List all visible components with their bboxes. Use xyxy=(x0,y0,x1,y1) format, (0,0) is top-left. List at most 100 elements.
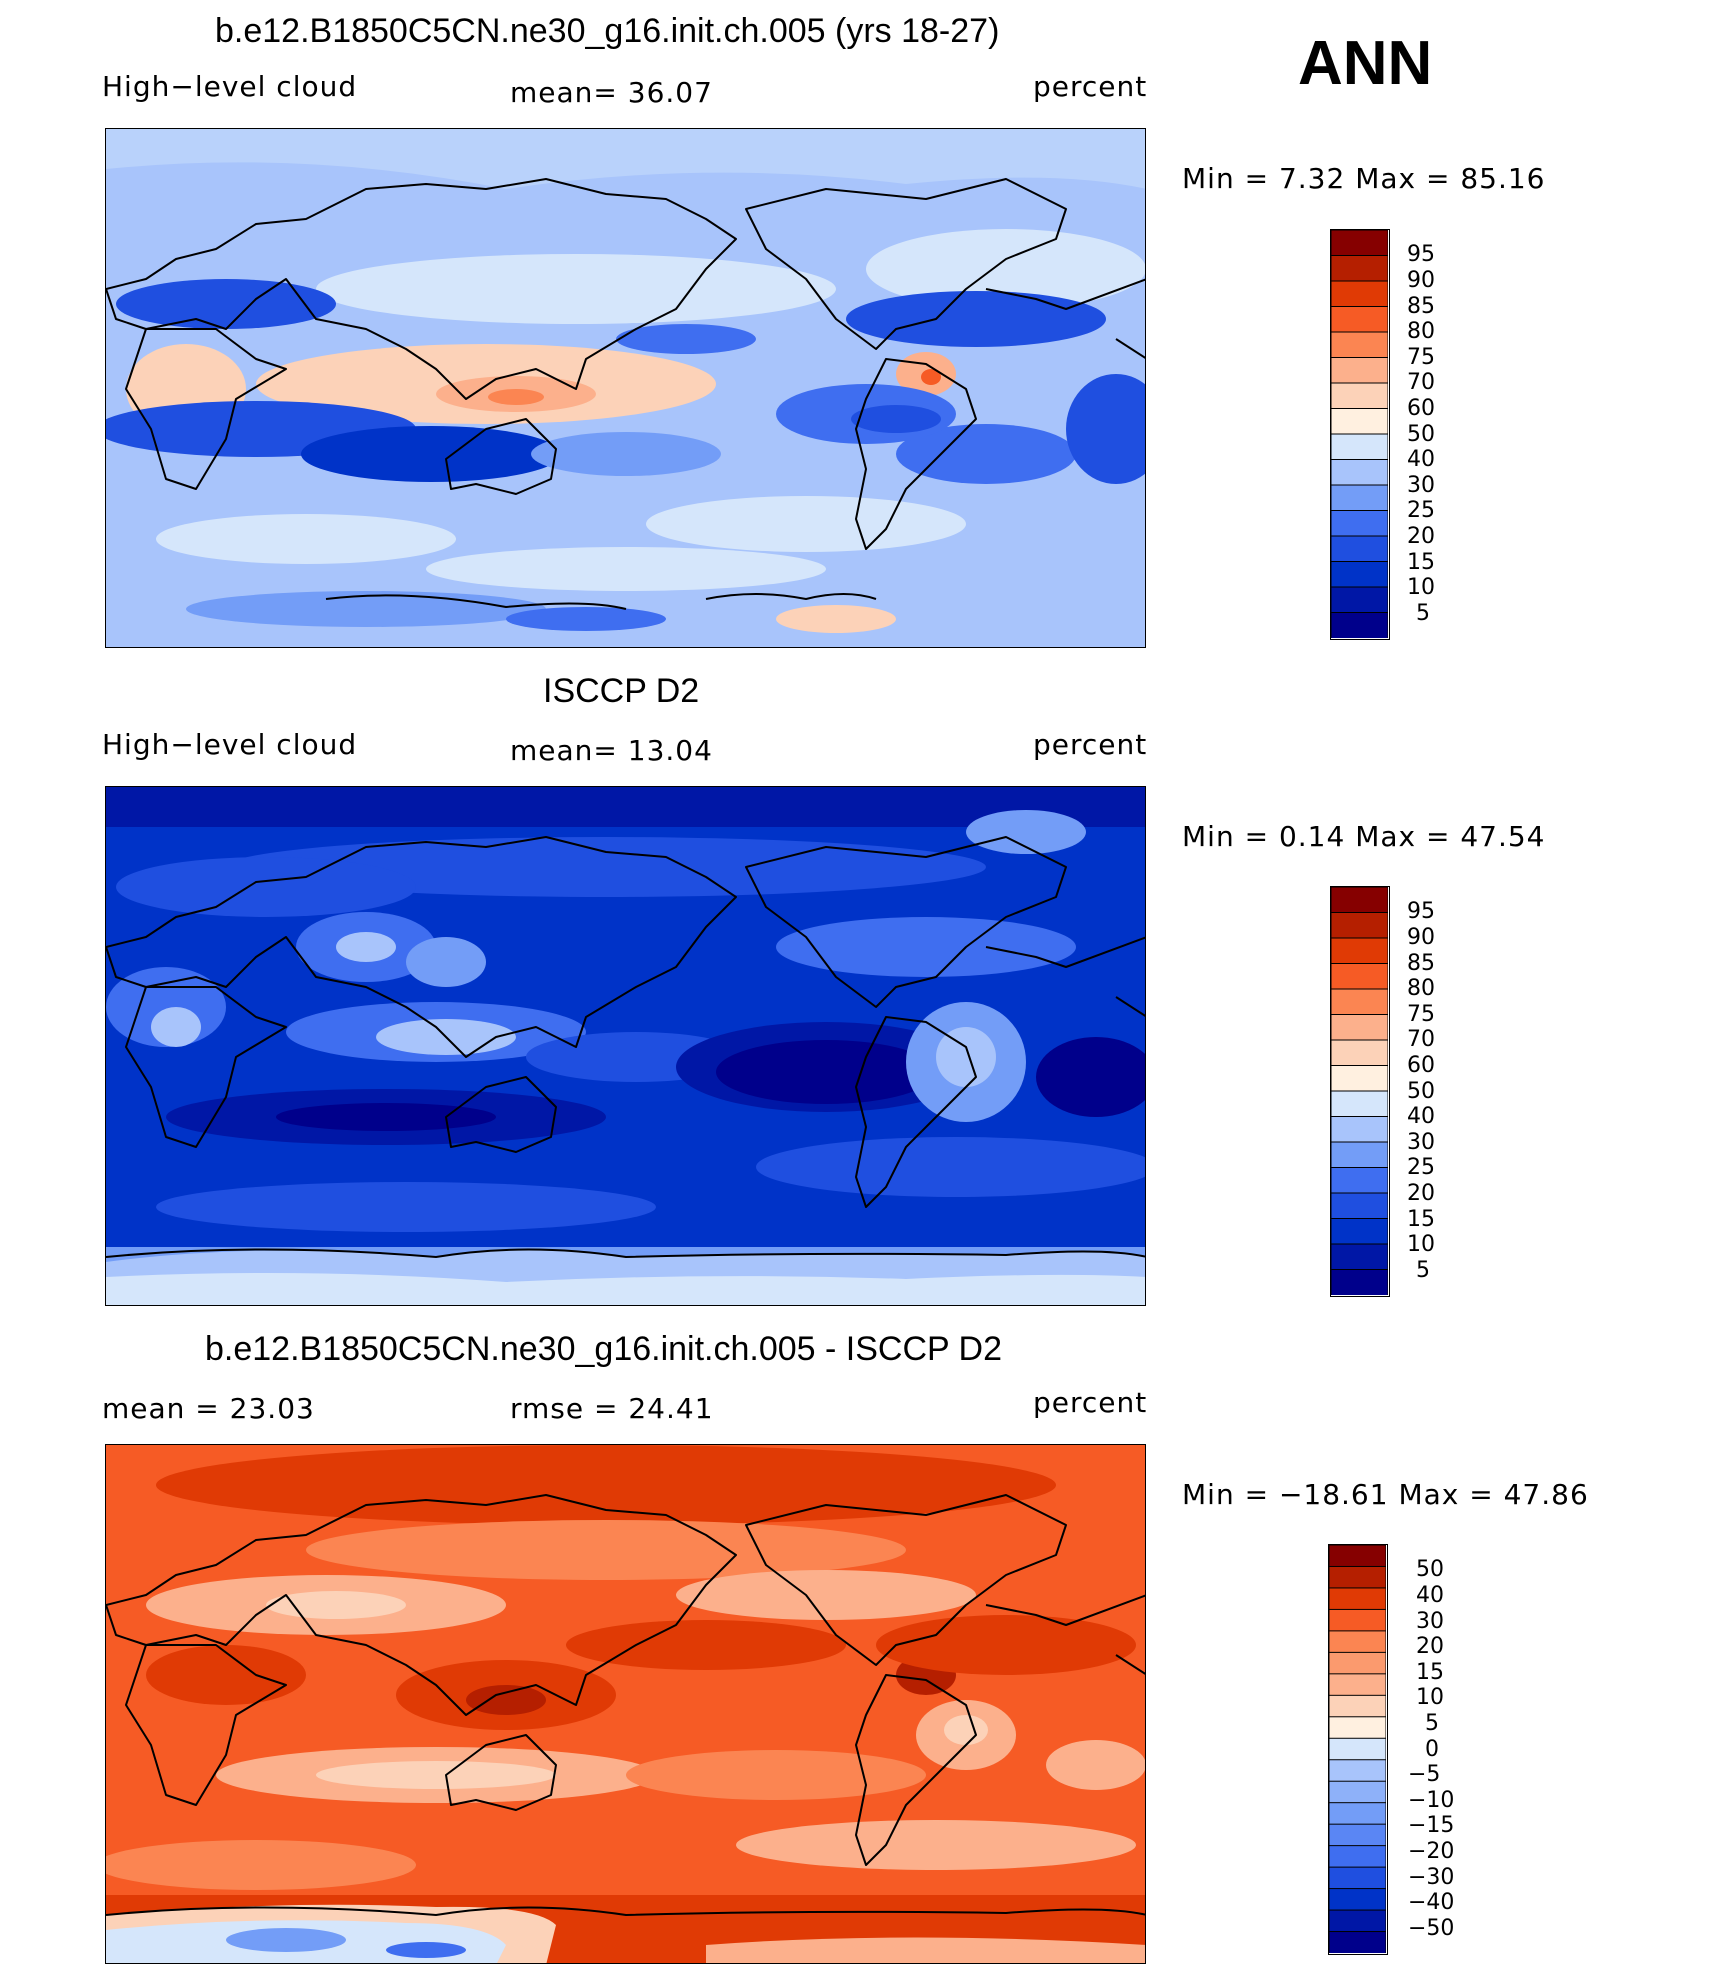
panel-1-mean-label: mean= 36.07 xyxy=(510,76,713,109)
colorbar-segment xyxy=(1331,1065,1388,1092)
colorbar-tick: 80 xyxy=(1407,319,1435,344)
colorbar-segment xyxy=(1329,1759,1386,1783)
colorbar-segment xyxy=(1331,306,1388,333)
colorbar-segment xyxy=(1331,331,1388,359)
colorbar-segment xyxy=(1331,1192,1388,1220)
colorbar-segment xyxy=(1329,1780,1386,1804)
colorbar-segment xyxy=(1331,280,1388,308)
colorbar-segment xyxy=(1331,255,1388,282)
colorbar-tick: −10 xyxy=(1408,1788,1455,1813)
colorbar-tick: 85 xyxy=(1407,294,1435,319)
colorbar-segment xyxy=(1331,937,1388,965)
colorbar-segment xyxy=(1331,1243,1388,1271)
panel-1-variable-label: High−level cloud xyxy=(102,70,358,103)
colorbar-tick: 5 xyxy=(1425,1711,1439,1736)
colorbar-segment xyxy=(1329,1909,1386,1933)
panel-3-rmse-label: rmse = 24.41 xyxy=(510,1392,714,1425)
colorbar-segment xyxy=(1331,510,1388,537)
colorbar-segment xyxy=(1331,357,1388,384)
colorbar-tick: 25 xyxy=(1407,1155,1435,1180)
panel-3-map xyxy=(105,1444,1146,1964)
colorbar-segment xyxy=(1329,1630,1386,1654)
colorbar-segment xyxy=(1329,1888,1386,1912)
colorbar-tick: 10 xyxy=(1407,575,1435,600)
colorbar-tick: 85 xyxy=(1407,951,1435,976)
colorbar-segment xyxy=(1329,1545,1386,1568)
colorbar-tick: 30 xyxy=(1407,473,1435,498)
colorbar-segment xyxy=(1331,382,1388,410)
panel-2-map xyxy=(105,786,1146,1306)
colorbar-tick: 25 xyxy=(1407,498,1435,523)
colorbar-tick: 5 xyxy=(1416,1258,1430,1283)
colorbar-tick: 20 xyxy=(1407,1181,1435,1206)
panel-1-minmax: Min = 7.32 Max = 85.16 xyxy=(1182,162,1546,195)
panel-2-title: ISCCP D2 xyxy=(543,672,700,710)
colorbar-segment xyxy=(1329,1608,1386,1632)
panel-2-minmax: Min = 0.14 Max = 47.54 xyxy=(1182,820,1546,853)
colorbar-tick: 30 xyxy=(1407,1130,1435,1155)
colorbar-tick: 80 xyxy=(1407,976,1435,1001)
colorbar-tick: 40 xyxy=(1407,447,1435,472)
colorbar-segment xyxy=(1331,1039,1388,1067)
colorbar-segment xyxy=(1329,1716,1386,1740)
colorbar-tick: 60 xyxy=(1407,396,1435,421)
colorbar-tick: 40 xyxy=(1416,1583,1444,1608)
colorbar-tick: 15 xyxy=(1407,1207,1435,1232)
colorbar-tick: 75 xyxy=(1407,345,1435,370)
colorbar-tick: −40 xyxy=(1408,1890,1455,1915)
colorbar-tick: 95 xyxy=(1407,899,1435,924)
panel-3-units-label: percent xyxy=(1033,1386,1148,1419)
colorbar-segment xyxy=(1331,230,1388,257)
panel-1-title: b.e12.B1850C5CN.ne30_g16.init.ch.005 (yr… xyxy=(215,12,1000,50)
colorbar-tick: 50 xyxy=(1407,1079,1435,1104)
panel-3-mean-label: mean = 23.03 xyxy=(102,1392,315,1425)
colorbar-segment xyxy=(1329,1651,1386,1675)
colorbar-tick: 10 xyxy=(1407,1232,1435,1257)
panel-2-units-label: percent xyxy=(1033,728,1148,761)
colorbar-segment xyxy=(1329,1587,1386,1611)
colorbar-tick: 50 xyxy=(1407,422,1435,447)
panel-2-colorbar xyxy=(1330,886,1390,1297)
colorbar-segment xyxy=(1329,1565,1386,1589)
colorbar-tick: −50 xyxy=(1408,1916,1455,1941)
colorbar-tick: 60 xyxy=(1407,1053,1435,1078)
colorbar-segment xyxy=(1331,963,1388,990)
colorbar-segment xyxy=(1331,612,1388,638)
panel-1-colorbar xyxy=(1330,229,1390,640)
colorbar-segment xyxy=(1329,1866,1386,1890)
colorbar-tick: 70 xyxy=(1407,370,1435,395)
colorbar-segment xyxy=(1331,484,1388,512)
panel-2-mean-label: mean= 13.04 xyxy=(510,734,713,767)
colorbar-segment xyxy=(1331,1090,1388,1118)
colorbar-segment xyxy=(1331,1218,1388,1245)
colorbar-segment xyxy=(1331,535,1388,563)
colorbar-tick: 20 xyxy=(1407,524,1435,549)
colorbar-segment xyxy=(1329,1737,1386,1761)
colorbar-tick: −30 xyxy=(1408,1865,1455,1890)
colorbar-tick: −20 xyxy=(1408,1839,1455,1864)
colorbar-segment xyxy=(1331,988,1388,1016)
colorbar-tick: 5 xyxy=(1416,601,1430,626)
colorbar-tick: 15 xyxy=(1407,550,1435,575)
colorbar-segment xyxy=(1331,1116,1388,1143)
colorbar-tick: 40 xyxy=(1407,1104,1435,1129)
colorbar-tick: 90 xyxy=(1407,268,1435,293)
colorbar-tick: 20 xyxy=(1416,1634,1444,1659)
season-label: ANN xyxy=(1298,29,1433,98)
colorbar-tick: 30 xyxy=(1416,1609,1444,1634)
colorbar-segment xyxy=(1329,1694,1386,1718)
colorbar-tick: 90 xyxy=(1407,925,1435,950)
colorbar-segment xyxy=(1331,433,1388,461)
colorbar-segment xyxy=(1331,1014,1388,1041)
colorbar-tick: 10 xyxy=(1416,1685,1444,1710)
colorbar-segment xyxy=(1331,459,1388,486)
colorbar-segment xyxy=(1331,912,1388,939)
colorbar-tick: 75 xyxy=(1407,1002,1435,1027)
colorbar-tick: −5 xyxy=(1408,1762,1441,1787)
colorbar-tick: 70 xyxy=(1407,1027,1435,1052)
panel-3-minmax: Min = −18.61 Max = 47.86 xyxy=(1182,1478,1589,1511)
colorbar-segment xyxy=(1329,1823,1386,1847)
colorbar-tick: 15 xyxy=(1416,1660,1444,1685)
colorbar-segment xyxy=(1329,1845,1386,1869)
colorbar-segment xyxy=(1329,1931,1386,1953)
